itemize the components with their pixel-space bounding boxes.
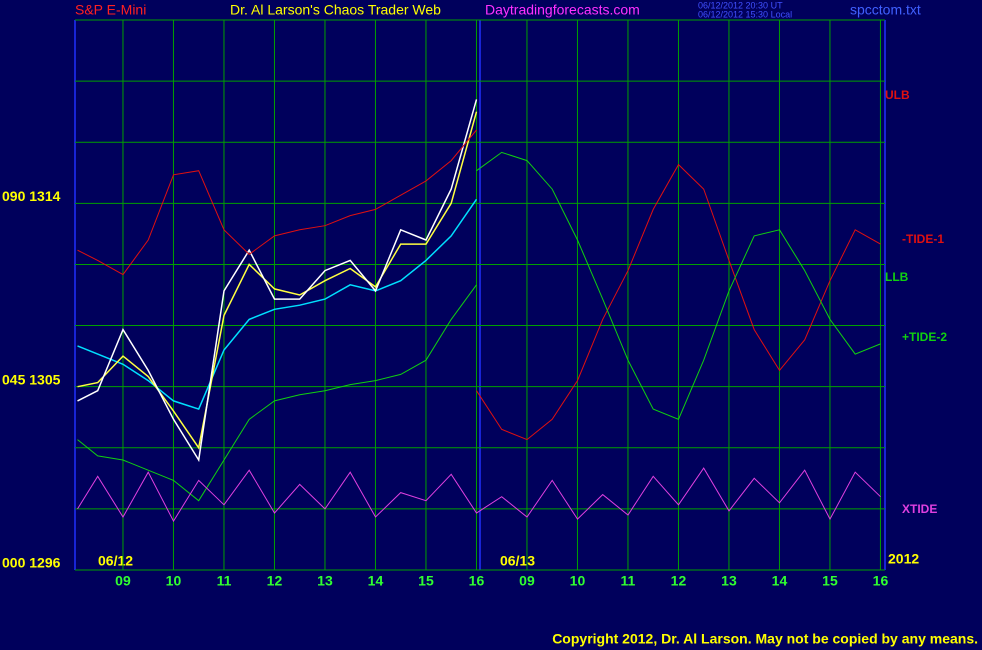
title: Dr. Al Larson's Chaos Trader Web	[230, 2, 441, 18]
x-tick-label: 13	[721, 573, 737, 589]
series-line	[77, 99, 478, 463]
time-ut: 06/12/2012 20:30 UT	[698, 0, 783, 10]
copyright: Copyright 2012, Dr. Al Larson. May not b…	[552, 631, 978, 647]
series-line	[476, 163, 881, 441]
x-tick-label: 13	[317, 573, 333, 589]
x-tick-label: 12	[267, 573, 283, 589]
series-label: -TIDE-1	[902, 232, 944, 246]
x-tick-label: 11	[217, 573, 232, 589]
x-tick-label: 11	[621, 573, 636, 589]
x-tick-label: 09	[519, 573, 535, 589]
y-tick-label: 045 1305	[2, 371, 61, 387]
x-tick-label: 15	[418, 573, 434, 589]
x-tick-label: 10	[166, 573, 182, 589]
series-line	[77, 129, 477, 276]
series-line	[77, 198, 478, 411]
series-label: ULB	[885, 88, 910, 102]
instrument: S&P E-Mini	[75, 2, 146, 18]
series-line	[77, 111, 478, 450]
day-label: 06/12	[98, 553, 133, 569]
x-tick-label: 15	[822, 573, 838, 589]
x-tick-label: 16	[469, 573, 485, 589]
x-tick-label: 12	[671, 573, 687, 589]
series-label: XTIDE	[902, 502, 937, 516]
x-tick-label: 16	[873, 573, 889, 589]
series-line	[77, 467, 881, 523]
x-tick-label: 09	[115, 573, 131, 589]
series-line	[476, 151, 881, 420]
day-label: 06/13	[500, 553, 535, 569]
file-name: spcctom.txt	[850, 2, 921, 18]
y-tick-label: 000 1296	[2, 555, 61, 571]
series-line	[77, 284, 477, 502]
x-tick-label: 14	[772, 573, 788, 589]
series-label: +TIDE-2	[902, 330, 947, 344]
time-local: 06/12/2012 15:30 Local	[698, 9, 792, 19]
x-tick-label: 14	[368, 573, 384, 589]
x-tick-label: 10	[570, 573, 586, 589]
site: Daytradingforecasts.com	[485, 2, 640, 18]
series-label: LLB	[885, 270, 909, 284]
year-label: 2012	[888, 551, 919, 567]
y-tick-label: 090 1314	[2, 188, 61, 204]
